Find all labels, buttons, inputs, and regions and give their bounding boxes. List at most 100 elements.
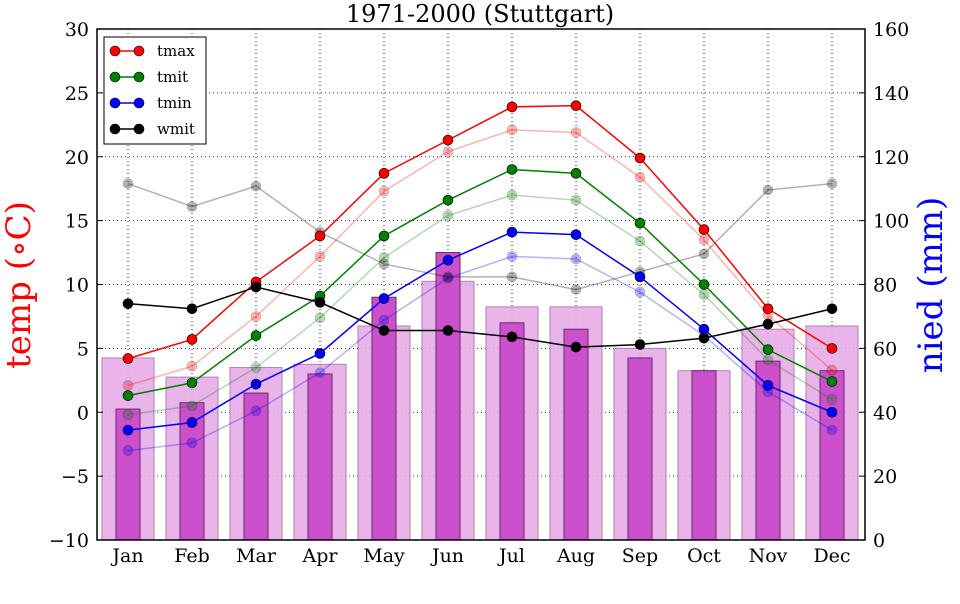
wmit-ref-point (250, 180, 262, 192)
tmin-point (122, 424, 134, 436)
bar-nied (755, 360, 781, 541)
wmit-ref-point (122, 178, 134, 189)
bars (101, 252, 859, 541)
tmax-ref-point (698, 234, 710, 246)
bar-nied (115, 408, 141, 541)
y-axis-right-label: nied (mm) (911, 197, 951, 373)
wmit-ref-point (762, 184, 774, 196)
tmit-point (698, 279, 710, 290)
y-left-tick-label: 15 (65, 211, 89, 233)
tmit-ref-point (250, 362, 262, 373)
wmit-line (127, 286, 833, 348)
x-tick-label: Feb (174, 545, 210, 567)
wmit-point (634, 339, 646, 350)
tmit-line (127, 168, 833, 397)
tmax-point (762, 303, 774, 315)
x-tick-label: Mar (236, 545, 277, 567)
legend-marker-tmax (109, 45, 121, 57)
x-tick-label: Jul (497, 545, 525, 567)
y-right-tick-label: 20 (873, 466, 897, 488)
tmin-point (570, 229, 582, 240)
legend: tmax tmit tmin wmit (103, 36, 207, 145)
y-left-tick-label: 30 (65, 19, 89, 41)
tmax-ref-point (506, 124, 518, 136)
wmit-point (698, 332, 710, 344)
bar-nied (563, 328, 589, 541)
x-tick-label: Oct (687, 545, 721, 567)
tmin-ref-line (127, 255, 833, 452)
tmin-point (762, 380, 774, 391)
tmin-ref-point (378, 314, 390, 326)
tmit-point (762, 344, 774, 355)
tmax-ref-point (634, 171, 646, 183)
tmax-ref-point (314, 251, 326, 262)
wmit-ref-point (186, 201, 198, 212)
legend-marker-wmit (109, 123, 121, 135)
y-right-tick-label: 160 (873, 19, 909, 41)
wmit-point (122, 298, 134, 309)
tmin-ref-point (506, 251, 518, 262)
wmit-ref-point (570, 284, 582, 295)
tmax-point (634, 152, 646, 164)
tmit-point (186, 377, 198, 389)
wmit-point (826, 303, 838, 315)
tmax-point (186, 334, 198, 345)
tmit-point (378, 230, 390, 242)
tmit-ref-point (506, 189, 518, 201)
tmin-ref-point (634, 286, 646, 298)
y-axis-left-label: temp (∘C) (0, 201, 39, 369)
bar-nied (499, 322, 525, 541)
tmax-point (122, 353, 134, 364)
tmit-ref-point (634, 235, 646, 247)
y-right-tick-label: 120 (873, 147, 909, 169)
wmit-ref-point (378, 258, 390, 270)
tmin-line (127, 231, 833, 431)
y-left-tick-label: −10 (49, 530, 89, 552)
y-right-tick-label: 0 (873, 530, 885, 552)
tmax-ref-point (378, 185, 390, 197)
legend-box (103, 36, 207, 145)
tmin-ref-point (442, 272, 454, 284)
tmax-ref-point (250, 311, 262, 322)
tmin-ref-point (314, 367, 326, 378)
tmit-ref-point (378, 252, 390, 263)
tmax-point (314, 230, 326, 242)
x-tick-label: May (363, 545, 405, 567)
x-tick-label: Sep (622, 545, 658, 567)
bar-nied (243, 392, 269, 541)
legend-label-tmit: tmit (157, 68, 188, 86)
x-tick-label: Dec (813, 545, 850, 567)
tmax-point (698, 224, 710, 235)
wmit-point (186, 303, 198, 315)
legend-marker-wmit (133, 123, 145, 135)
tmax-ref-point (186, 360, 198, 372)
y-right-tick-label: 100 (873, 211, 909, 233)
tmit-ref-point (826, 394, 838, 405)
x-tick-label: Apr (302, 545, 339, 567)
tmin-point (634, 271, 646, 283)
tmit-point (122, 390, 134, 401)
legend-label-wmit: wmit (157, 120, 195, 138)
wmit-ref-line (127, 182, 833, 291)
bar-nied (819, 370, 845, 541)
ticks: −10 −5 0 5 10 15 20 25 30 0 20 40 60 80 100 120 140 160 Ja… (49, 19, 909, 567)
tmin-point (378, 293, 390, 304)
tmax-point (506, 101, 518, 113)
x-tick-label: Jun (430, 545, 464, 567)
tmit-ref-point (442, 210, 454, 221)
wmit-point (442, 325, 454, 336)
tmax-ref-point (826, 364, 838, 376)
tmax-point (378, 168, 390, 179)
tmin-point (698, 323, 710, 335)
wmit-point (250, 281, 262, 293)
tmin-ref-point (826, 424, 838, 436)
y-left-tick-label: 20 (65, 147, 89, 169)
tmit-point (442, 194, 454, 206)
wmit-point (570, 341, 582, 353)
tmit-point (634, 217, 646, 229)
tmin-point (314, 348, 326, 359)
y-right-tick-label: 60 (873, 338, 897, 360)
chart-title: 1971-2000 (Stuttgart) (346, 0, 614, 28)
y-left-tick-label: 5 (77, 338, 89, 360)
